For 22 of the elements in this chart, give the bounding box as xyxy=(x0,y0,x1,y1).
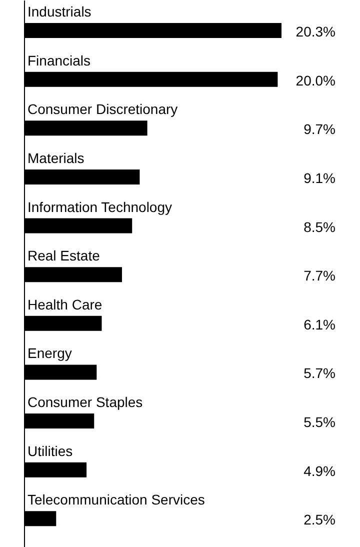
y-tick-label: Industrials xyxy=(28,4,92,20)
y-tick-label: Real Estate xyxy=(28,248,100,264)
y-tick-label: Health Care xyxy=(28,296,102,312)
y-tick-label: Information Technology xyxy=(28,198,172,215)
y-tick-label: Energy xyxy=(28,345,72,362)
data-label: 9.1% xyxy=(304,170,336,186)
y-tick-label: Consumer Discretionary xyxy=(28,101,178,118)
data-label: 4.9% xyxy=(304,462,336,479)
data-label: 9.7% xyxy=(304,121,336,138)
data-label: 2.5% xyxy=(304,512,336,528)
data-label: 8.5% xyxy=(304,218,336,235)
y-tick-label: Utilities xyxy=(28,442,73,459)
data-label: 5.7% xyxy=(304,365,336,382)
data-label: 5.5% xyxy=(304,414,336,430)
y-tick-label: Materials xyxy=(28,150,84,166)
data-label: 20.0% xyxy=(296,72,336,88)
y-tick-label: Telecommunication Services xyxy=(28,492,205,508)
data-label: 6.1% xyxy=(304,316,336,332)
y-tick-label: Consumer Staples xyxy=(28,394,143,410)
y-tick-label: Financials xyxy=(28,52,91,68)
data-label: 20.3% xyxy=(296,24,336,40)
data-label: 7.7% xyxy=(304,268,336,284)
